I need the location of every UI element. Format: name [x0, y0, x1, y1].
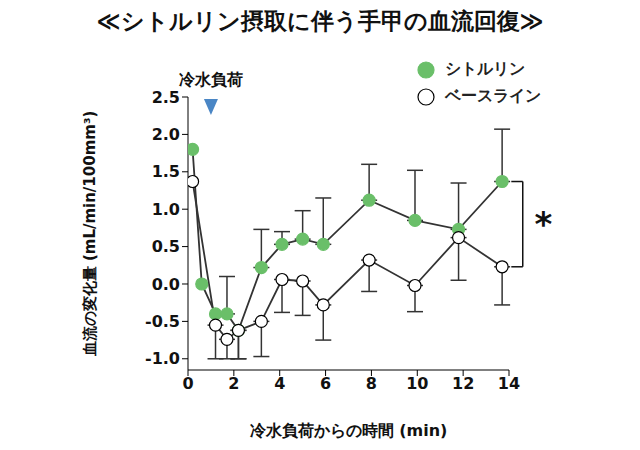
- svg-text:12: 12: [452, 374, 474, 393]
- svg-text:6: 6: [320, 374, 331, 393]
- svg-text:4: 4: [274, 374, 285, 393]
- svg-text:2: 2: [228, 374, 239, 393]
- svg-text:血流の変化量 (mL/min/100mm³): 血流の変化量 (mL/min/100mm³): [81, 111, 99, 358]
- svg-text:冷水負荷: 冷水負荷: [179, 70, 243, 89]
- svg-text:10: 10: [406, 374, 428, 393]
- svg-text:*: *: [535, 204, 553, 244]
- svg-text:-1.0: -1.0: [145, 349, 180, 368]
- svg-text:14: 14: [498, 374, 520, 393]
- html-text:ベースライン: ベースライン: [445, 86, 541, 105]
- svg-text:1.0: 1.0: [152, 200, 180, 219]
- svg-text:8: 8: [366, 374, 377, 393]
- svg-text:1.5: 1.5: [152, 162, 180, 181]
- svg-text:冷水負荷からの時間 (min): 冷水負荷からの時間 (min): [250, 421, 448, 440]
- svg-text:2.0: 2.0: [152, 125, 180, 144]
- html-text:≪シトルリン摂取に伴う手甲の血流回復≫: ≪シトルリン摂取に伴う手甲の血流回復≫: [96, 8, 544, 34]
- svg-text:0: 0: [182, 374, 193, 393]
- svg-text:0.0: 0.0: [152, 275, 180, 294]
- svg-text:2.5: 2.5: [152, 88, 180, 107]
- html-text:シトルリン: シトルリン: [445, 59, 525, 78]
- svg-text:0.5: 0.5: [152, 237, 180, 256]
- svg-text:-0.5: -0.5: [145, 312, 180, 331]
